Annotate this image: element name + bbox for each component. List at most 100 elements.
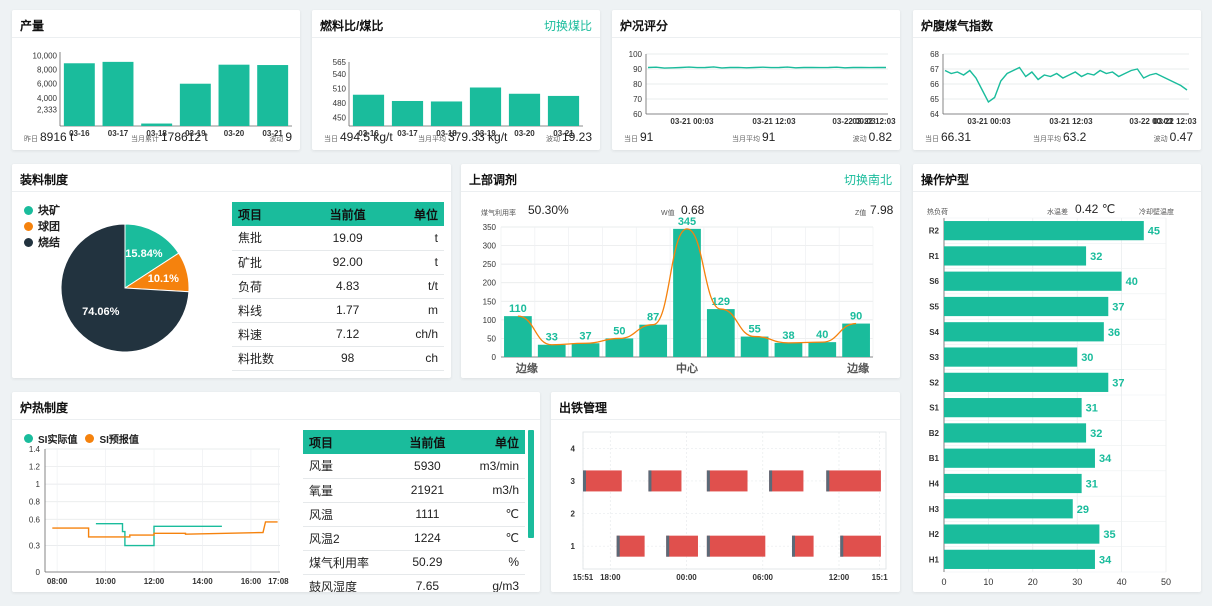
bar (352, 94, 385, 126)
x-tick-label: 06:00 (753, 573, 774, 582)
y-tick-label: 150 (483, 297, 497, 306)
upper-adjust-chart: 0 50 100 150 200 250 300 350 110 33 37 50 87 345 129 55… (483, 216, 874, 375)
table-row: 料批数 98 ch (232, 346, 444, 371)
x-tick-label: 12:00 (829, 573, 850, 582)
card-title: 燃料比/煤比 (320, 19, 384, 33)
y-tick-label: 65 (930, 95, 939, 104)
table-row: 氧量 21921 m3/h (303, 478, 525, 503)
y-tick-label: 540 (333, 70, 347, 79)
bar (141, 123, 173, 126)
bar (842, 323, 870, 357)
furnace-score-chart: 60 70 80 90 100 03-21 00:03 03-21 12:03 03-22 0… (629, 50, 896, 126)
gas-utilization-value: 50.30% (528, 203, 569, 217)
table-scrollbar[interactable] (528, 430, 534, 538)
y-tick-label: 1 (571, 542, 576, 551)
bar (944, 499, 1073, 519)
y-tick-label: 565 (333, 58, 347, 67)
bar (537, 344, 566, 357)
x-tick-label: 50 (1161, 577, 1171, 587)
x-tick-label: 03-16 (358, 129, 379, 138)
bar (944, 271, 1122, 291)
x-tick-label: 03-21 00:03 (670, 117, 714, 126)
bar (257, 65, 289, 126)
tapping-card: 出铁管理 1 2 3 4 15:51 18:00 00:00 06:00 12:00 15:1 (551, 392, 900, 592)
data-label: 30 (1081, 352, 1093, 364)
stat-fluctuation: 波动 0.82 (852, 130, 892, 144)
data-label: 50 (613, 325, 625, 337)
x-tick-label: 03-22 00:03 (832, 117, 876, 126)
table-row: 风温2 1224 ℃ (303, 526, 525, 551)
x-tick-label: 20 (1028, 577, 1038, 587)
bar (944, 372, 1109, 392)
table-row: 风量 5930 m3/min (303, 454, 525, 479)
x-tick-label: 16:00 (241, 577, 262, 586)
data-label: 40 (1126, 276, 1138, 288)
stat-month-total: 当月累计 178612 t (131, 130, 208, 144)
teal-dot-icon (24, 205, 33, 215)
y-tick-label: 66 (930, 80, 939, 89)
operation-card: 操作炉型 热负荷 水温差 0.42 ℃ 冷却壁温度 0 10 20 30 40 50 R2 4… (913, 164, 1201, 592)
bar (571, 343, 600, 357)
bosh-gas-chart: 64 65 66 67 68 03-21 00:03 03-21 12:03 03-22 00… (930, 50, 1197, 126)
y-tick-label: R2 (929, 227, 940, 236)
x-tick-label: 08:00 (47, 577, 68, 586)
table-cell: m (386, 298, 444, 323)
charging-table: 项目 当前值 单位 焦批 19.09 t 矿批 92.00 t 负荷 4.83 t/t 料线 1.7… (232, 202, 444, 371)
data-label: 37 (1112, 302, 1124, 314)
charging-pie-chart: 15.84% 10.1% 74.06% (60, 223, 190, 353)
table-row: 焦批 19.09 t (232, 226, 444, 251)
y-tick-label: 300 (483, 242, 497, 251)
production-stats: 昨日 8916 t 当月累计 178612 t 波动 9 (20, 130, 292, 144)
data-label: 45 (1148, 226, 1160, 238)
y-tick-label: 200 (483, 279, 497, 288)
table-cell: t/t (386, 274, 444, 299)
switch-coal-ratio-button[interactable]: 切换煤比 (543, 19, 592, 33)
legend-item-lump-ore: 块矿 (24, 202, 60, 218)
si-actual-line (95, 522, 222, 547)
x-tick-label: 03-22 12:03 (1153, 117, 1197, 126)
data-label: 34 (1099, 453, 1112, 465)
table-row: 矿批 92.00 t (232, 250, 444, 275)
table-cell: 4.83 (309, 274, 387, 299)
bar (774, 342, 803, 357)
data-label: 38 (782, 330, 794, 342)
bar (605, 338, 634, 357)
x-tick-label: 03-21 (553, 129, 574, 138)
table-cell: ch/h (386, 322, 444, 347)
table-cell: 7.65 (396, 574, 459, 592)
bar (944, 549, 1095, 569)
stave-temp-label: 冷却壁温度 (1139, 209, 1174, 216)
y-tick-label: H3 (929, 505, 940, 514)
data-label: 129 (712, 296, 730, 308)
tapping-bar (769, 470, 804, 492)
card-title: 上部调剂 (469, 173, 518, 187)
w-value-label: W值 (661, 210, 675, 217)
switch-north-south-button[interactable]: 切换南北 (843, 173, 892, 187)
orange-dot-icon (85, 434, 95, 443)
y-tick-label: 90 (633, 65, 642, 74)
y-tick-label: S1 (929, 404, 939, 413)
bosh-gas-card: 炉腹煤气指数 64 65 66 67 68 03-21 00:03 03-21 12:03 0… (913, 10, 1201, 150)
tapping-bar-marker (769, 470, 773, 492)
stat-day: 当日 66.31 (925, 130, 972, 144)
card-title: 炉腹煤气指数 (921, 19, 994, 33)
bar (179, 83, 211, 126)
data-label: 55 (749, 324, 761, 336)
y-tick-label: 480 (333, 99, 347, 108)
x-tick-label: 03-18 (146, 129, 167, 138)
table-cell: 鼓风湿度 (303, 574, 397, 592)
x-tick-label: 12:00 (144, 577, 165, 586)
bar (639, 324, 668, 357)
table-cell: ch (386, 346, 444, 371)
tapping-bar-marker (583, 470, 586, 492)
table-cell: 氧量 (303, 478, 397, 503)
x-tick-label: 00:00 (676, 573, 697, 582)
table-cell: 料速 (232, 322, 310, 347)
tapping-bar (791, 535, 814, 557)
water-temp-diff-label: 水温差 (1047, 209, 1068, 216)
pie-legend: 块矿 球团 烧结 (24, 202, 60, 250)
y-tick-label: 6,000 (37, 80, 58, 89)
divider (12, 419, 540, 420)
x-tick-label: 18:00 (600, 573, 621, 582)
x-tick-label: 03-16 (69, 129, 90, 138)
